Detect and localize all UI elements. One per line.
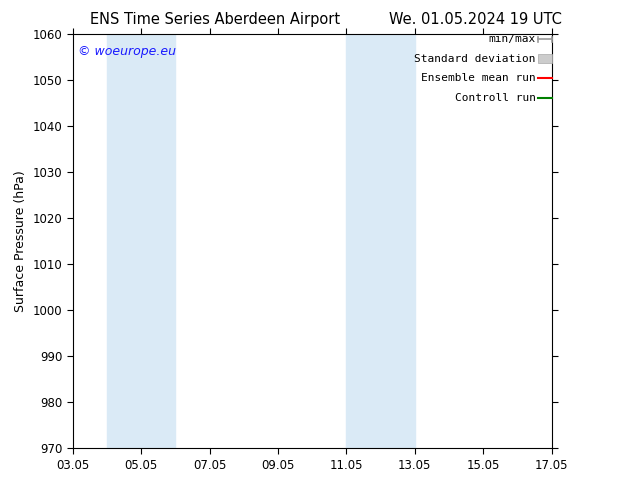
Bar [107, 34, 176, 448]
Bar [346, 34, 415, 448]
Y-axis label: Surface Pressure (hPa): Surface Pressure (hPa) [14, 171, 27, 312]
Text: We. 01.05.2024 19 UTC: We. 01.05.2024 19 UTC [389, 12, 562, 27]
Text: © woeurope.eu: © woeurope.eu [78, 45, 176, 58]
Text: min/max: min/max [488, 34, 536, 44]
Text: ENS Time Series Aberdeen Airport: ENS Time Series Aberdeen Airport [91, 12, 340, 27]
Text: Standard deviation: Standard deviation [414, 54, 536, 64]
Text: Controll run: Controll run [455, 93, 536, 103]
Text: Ensemble mean run: Ensemble mean run [421, 74, 536, 83]
